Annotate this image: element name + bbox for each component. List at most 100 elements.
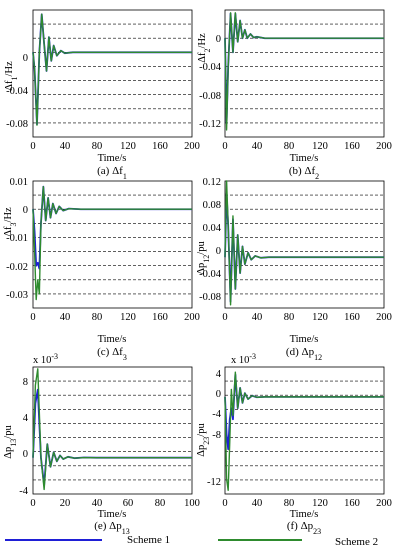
y-tick-label: -0.12 bbox=[199, 119, 221, 130]
y-tick-label: 0.01 bbox=[10, 177, 28, 188]
x-tick-labels: 0 40 80 120 160 200 bbox=[222, 312, 392, 323]
x-tick-label: 40 bbox=[252, 498, 263, 509]
x-tick-labels: 0 40 80 120 160 200 bbox=[222, 141, 392, 152]
legend-label-scheme-2: Scheme 2 bbox=[335, 536, 378, 548]
y-tick-labels: 0 -0.04 -0.08 -0.12 bbox=[199, 34, 222, 130]
x-tick-label: 80 bbox=[92, 312, 103, 323]
x-tick-label: 80 bbox=[92, 141, 103, 152]
y-axis-label-unit: /pu bbox=[196, 241, 207, 255]
exponent-power: -3 bbox=[51, 352, 58, 361]
caption-sub: 2 bbox=[315, 172, 319, 181]
grid-lines bbox=[225, 194, 384, 295]
series-layer bbox=[224, 371, 384, 491]
series-layer bbox=[32, 368, 192, 491]
y-tick-label: 0.12 bbox=[203, 177, 221, 188]
x-tick-label: 40 bbox=[60, 312, 71, 323]
caption-text: (b) Δf bbox=[289, 165, 316, 177]
y-tick-label: 0 bbox=[23, 449, 28, 460]
panel-caption: (a) Δf1 bbox=[97, 165, 127, 181]
series-line-scheme-1 bbox=[224, 192, 384, 303]
x-tick-label: 200 bbox=[184, 141, 200, 152]
x-tick-label: 40 bbox=[252, 312, 263, 323]
y-axis-label-main: Δf bbox=[3, 226, 14, 237]
grid-lines bbox=[225, 380, 384, 481]
series-layer bbox=[224, 12, 384, 131]
caption-sub: 1 bbox=[123, 172, 127, 181]
y-tick-label: -8 bbox=[212, 430, 221, 441]
series-line-scheme-2 bbox=[224, 180, 384, 306]
panel-f: x 10-3 4 0 -4 -8 -12 0 40 80 120 160 200… bbox=[196, 352, 392, 536]
x-tick-label: 80 bbox=[284, 141, 295, 152]
x-tick-label: 100 bbox=[184, 498, 200, 509]
y-tick-labels: 8 4 0 -4 bbox=[19, 377, 29, 497]
x-tick-label: 160 bbox=[344, 141, 360, 152]
y-tick-label: -0.08 bbox=[199, 91, 221, 102]
y-tick-labels: 4 0 -4 -8 -12 bbox=[207, 369, 222, 488]
panel-caption: (b) Δf2 bbox=[289, 165, 319, 181]
y-tick-label: -0.08 bbox=[6, 119, 28, 130]
y-tick-label: -0.04 bbox=[6, 86, 29, 97]
x-tick-label: 160 bbox=[344, 312, 360, 323]
x-tick-label: 200 bbox=[376, 312, 392, 323]
plot-frame bbox=[224, 9, 385, 138]
panel-a: 0 -0.04 -0.08 0 40 80 120 160 200 Time/s… bbox=[4, 9, 200, 181]
x-tick-label: 200 bbox=[376, 141, 392, 152]
exponent-base: x 10 bbox=[33, 355, 51, 366]
y-tick-label: 4 bbox=[216, 369, 222, 380]
y-tick-label: -4 bbox=[212, 409, 221, 420]
x-tick-label: 120 bbox=[120, 141, 136, 152]
y-axis-label: Δf2/Hz bbox=[197, 33, 212, 63]
series-line-scheme-2 bbox=[32, 185, 192, 301]
series-line-scheme-2 bbox=[32, 368, 192, 491]
x-tick-label: 120 bbox=[312, 312, 328, 323]
y-axis-label-unit: /Hz bbox=[3, 207, 14, 223]
series-line-scheme-2 bbox=[224, 12, 384, 131]
y-axis-label-sub: 23 bbox=[202, 437, 211, 445]
series-line-scheme-1 bbox=[32, 185, 192, 270]
x-axis-label: Time/s bbox=[290, 509, 319, 520]
x-tick-label: 160 bbox=[344, 498, 360, 509]
caption-text: (d) Δp bbox=[286, 346, 315, 358]
series-line-scheme-1 bbox=[224, 373, 384, 451]
y-tick-label: 0 bbox=[216, 389, 221, 400]
x-tick-label: 0 bbox=[222, 312, 227, 323]
panel-e: x 10-3 8 4 0 -4 0 20 40 60 80 100 Time/s… bbox=[3, 352, 200, 536]
y-tick-label: -0.04 bbox=[199, 62, 222, 73]
y-tick-label: -4 bbox=[19, 486, 28, 497]
x-axis-label: Time/s bbox=[98, 153, 127, 164]
y-axis-label-main: Δp bbox=[196, 263, 207, 275]
y-tick-labels: 0 -0.04 -0.08 bbox=[6, 53, 29, 130]
y-axis-label: Δp12/pu bbox=[196, 241, 211, 275]
x-tick-labels: 0 40 80 120 160 200 bbox=[30, 141, 200, 152]
x-tick-label: 60 bbox=[123, 498, 134, 509]
y-axis-label-unit: /pu bbox=[196, 423, 207, 437]
series-layer bbox=[224, 180, 384, 306]
x-axis-label: Time/s bbox=[98, 509, 127, 520]
panel-caption: (c) Δf3 bbox=[97, 346, 127, 362]
x-tick-label: 0 bbox=[222, 498, 227, 509]
x-tick-label: 0 bbox=[30, 141, 35, 152]
x-tick-labels: 0 20 40 60 80 100 bbox=[30, 498, 200, 509]
series-line-scheme-2 bbox=[32, 13, 192, 126]
y-axis-label: Δp13/pu bbox=[3, 425, 18, 459]
x-tick-label: 0 bbox=[30, 312, 35, 323]
x-tick-label: 80 bbox=[284, 498, 295, 509]
x-tick-label: 160 bbox=[152, 141, 168, 152]
y-tick-label: 0.08 bbox=[203, 200, 221, 211]
caption-sub: 12 bbox=[314, 353, 322, 362]
y-tick-label: 4 bbox=[23, 413, 29, 424]
series-line-scheme-2 bbox=[224, 371, 384, 491]
y-tick-label: -0.08 bbox=[199, 292, 221, 303]
x-tick-label: 80 bbox=[284, 312, 295, 323]
series-layer bbox=[32, 185, 192, 301]
y-axis-label-unit: /Hz bbox=[4, 61, 15, 77]
x-tick-label: 200 bbox=[376, 498, 392, 509]
x-axis-label: Time/s bbox=[290, 334, 319, 345]
y-tick-label: -0.01 bbox=[6, 233, 28, 244]
panel-caption: (d) Δp12 bbox=[286, 346, 322, 362]
x-tick-label: 120 bbox=[120, 312, 136, 323]
caption-text: (f) Δp bbox=[287, 520, 314, 532]
y-axis-label-sub: 1 bbox=[10, 76, 19, 80]
y-axis-label-main: Δf bbox=[4, 80, 15, 91]
